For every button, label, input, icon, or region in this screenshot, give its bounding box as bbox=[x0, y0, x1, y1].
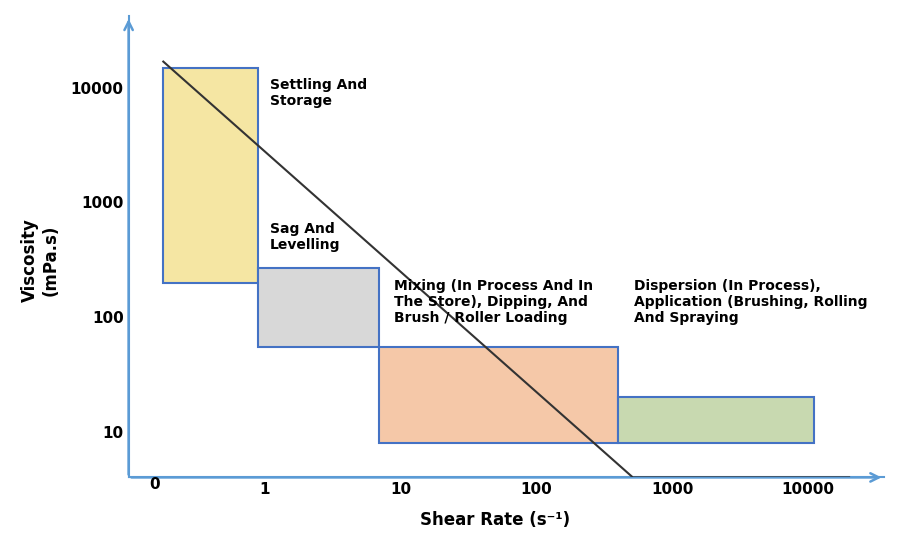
Text: Sag And
Levelling: Sag And Levelling bbox=[270, 222, 340, 252]
Bar bbox=[380, 347, 618, 443]
Text: 0: 0 bbox=[149, 477, 160, 492]
Bar bbox=[258, 268, 380, 347]
Text: Dispersion (In Process),
Application (Brushing, Rolling
And Spraying: Dispersion (In Process), Application (Br… bbox=[634, 279, 868, 325]
Bar bbox=[618, 397, 814, 443]
X-axis label: Shear Rate (s⁻¹): Shear Rate (s⁻¹) bbox=[420, 511, 571, 529]
Text: Mixing (In Process And In
The Store), Dipping, And
Brush / Roller Loading: Mixing (In Process And In The Store), Di… bbox=[394, 279, 593, 325]
Bar bbox=[163, 68, 258, 283]
Text: Settling And
Storage: Settling And Storage bbox=[270, 78, 367, 108]
Y-axis label: Viscosity
(mPa.s): Viscosity (mPa.s) bbox=[21, 218, 59, 302]
